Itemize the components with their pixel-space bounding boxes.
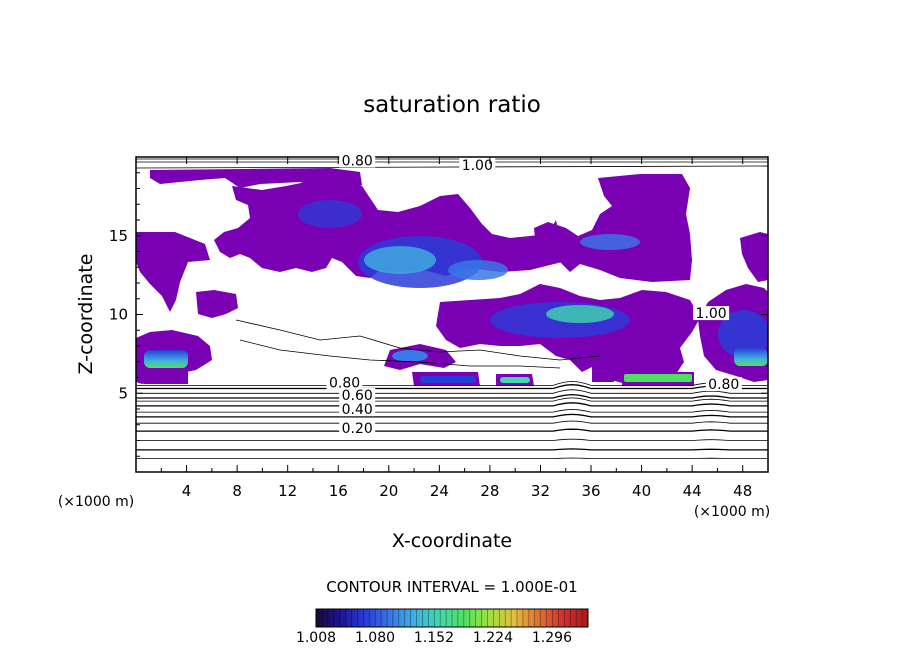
x-tick-label: 44: [683, 482, 702, 500]
y-axis-unit-label: (×1000 m): [58, 494, 134, 510]
contour-label: 1.00: [696, 306, 727, 322]
contour-label: 0.80: [708, 377, 739, 393]
contour-label: 0.20: [342, 421, 373, 437]
y-tick-label: 15: [109, 227, 128, 245]
colorbar-tick-label: 1.080: [355, 630, 395, 646]
chart-title: saturation ratio: [363, 92, 541, 118]
contour-label-bg: [339, 402, 376, 417]
contour-label: 0.80: [342, 153, 373, 169]
cloud-region-small-left: [296, 234, 332, 266]
core-spot-d: [144, 350, 188, 368]
contour-label-bg: [705, 376, 742, 391]
x-tick-label: 48: [733, 482, 752, 500]
contour-label: 1.00: [462, 158, 493, 174]
colorbar-tick-label: 1.008: [296, 630, 336, 646]
cloud-region-spot-d: [144, 366, 188, 384]
contour-line: [136, 384, 768, 390]
contour-label: 0.40: [342, 402, 373, 418]
cloud-region-top-band: [150, 168, 362, 190]
contour-line: [136, 393, 768, 399]
contour-lines: [136, 380, 768, 459]
cloud-region-left-mid: [196, 290, 238, 318]
x-tick-label: 40: [632, 482, 651, 500]
cloud-region-right-top: [740, 232, 768, 282]
x-tick-label: 16: [329, 482, 348, 500]
x-tick-label: 4: [182, 482, 192, 500]
saturation-cores: [144, 200, 768, 383]
x-tick-label: 32: [531, 482, 550, 500]
core-central-right: [448, 260, 508, 280]
x-tick-label: 36: [581, 482, 600, 500]
y-axis-title: Z-coordinate: [75, 254, 97, 375]
contour-label-bg: [339, 153, 376, 168]
colorbar-tick-label: 1.224: [473, 630, 513, 646]
colorbar-frame: [315, 608, 589, 628]
contour-label-bg: [459, 158, 496, 173]
contour-line: [136, 397, 768, 402]
contour-line: [136, 428, 768, 432]
contour-line: [136, 402, 768, 407]
core-spot-a: [420, 376, 476, 383]
contour-label-bg: [693, 306, 730, 321]
y-tick-label: 5: [118, 384, 128, 402]
contour-line: [136, 380, 768, 386]
contour-line: [136, 389, 768, 394]
contour-label-bg: [326, 375, 363, 390]
contour-line: [136, 438, 768, 441]
core-mid-right-bright: [546, 305, 614, 323]
contour-label-bg: [339, 421, 376, 436]
contour-label: 0.80: [329, 375, 360, 391]
contour-label: 0.60: [342, 388, 373, 404]
contour-line: [136, 420, 768, 424]
core-upper-right: [580, 234, 640, 250]
cloud-region-upper-right: [534, 174, 692, 282]
x-tick-label: 20: [379, 482, 398, 500]
contour-label-group: 0.200.400.600.80 0.801.000.80 1.00: [326, 153, 742, 437]
plot-area: [136, 157, 768, 472]
x-axis-unit-label: (×1000 m): [694, 504, 770, 520]
x-axis-title: X-coordinate: [392, 530, 512, 552]
core-center-lower: [392, 350, 428, 362]
x-tick-label: 12: [278, 482, 297, 500]
colorbar-tick-label: 1.152: [414, 630, 454, 646]
core-spot-b: [500, 377, 530, 383]
contour-line: [136, 457, 768, 459]
core-central-bright: [364, 246, 436, 274]
colorbar-stripes: [321, 609, 583, 627]
core-right-edge: [718, 310, 768, 358]
x-tick-label: 8: [232, 482, 242, 500]
contour-line: [136, 413, 768, 418]
x-tick-label: 24: [430, 482, 449, 500]
cloud-edge-contours: [136, 158, 768, 369]
cloud-region-spot-c: [592, 362, 614, 382]
contour-label-bg: [339, 387, 376, 402]
colorbar-tick-labels: 1.008 1.080 1.152 1.224 1.296: [296, 630, 572, 646]
contour-line: [136, 448, 768, 451]
colorbar-tick-label: 1.296: [532, 630, 572, 646]
x-axis: 4 8 12 16 20 24 28 32 36 40 44 48: [160, 157, 752, 500]
colorbar: 1.008 1.080 1.152 1.224 1.296: [296, 608, 589, 646]
x-tick-label: 28: [480, 482, 499, 500]
y-tick-label: 10: [109, 306, 128, 324]
contour-line: [136, 408, 768, 413]
cloud-region-left: [136, 232, 210, 312]
contour-interval-label: CONTOUR INTERVAL = 1.000E-01: [326, 578, 577, 596]
core-spot-e: [734, 348, 768, 366]
core-upper: [298, 200, 362, 228]
core-spot-c: [624, 374, 692, 382]
y-axis: 5 10 15: [109, 172, 768, 457]
